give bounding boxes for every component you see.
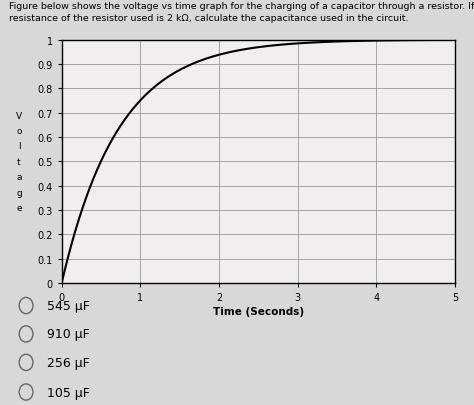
Text: 910 μF: 910 μF: [47, 328, 90, 341]
Text: l: l: [18, 142, 20, 151]
Text: t: t: [17, 158, 21, 166]
Text: 105 μF: 105 μF: [47, 386, 90, 399]
X-axis label: Time (Seconds): Time (Seconds): [213, 307, 304, 317]
Text: Figure below shows the voltage vs time graph for the charging of a capacitor thr: Figure below shows the voltage vs time g…: [9, 2, 474, 11]
Text: o: o: [16, 127, 22, 136]
Text: e: e: [16, 204, 22, 213]
Text: g: g: [16, 188, 22, 197]
Text: resistance of the resistor used is 2 kΩ, calculate the capacitance used in the c: resistance of the resistor used is 2 kΩ,…: [9, 14, 409, 23]
Text: 256 μF: 256 μF: [47, 356, 90, 369]
Text: 545 μF: 545 μF: [47, 299, 90, 312]
Text: a: a: [16, 173, 22, 182]
Text: V: V: [16, 111, 22, 120]
